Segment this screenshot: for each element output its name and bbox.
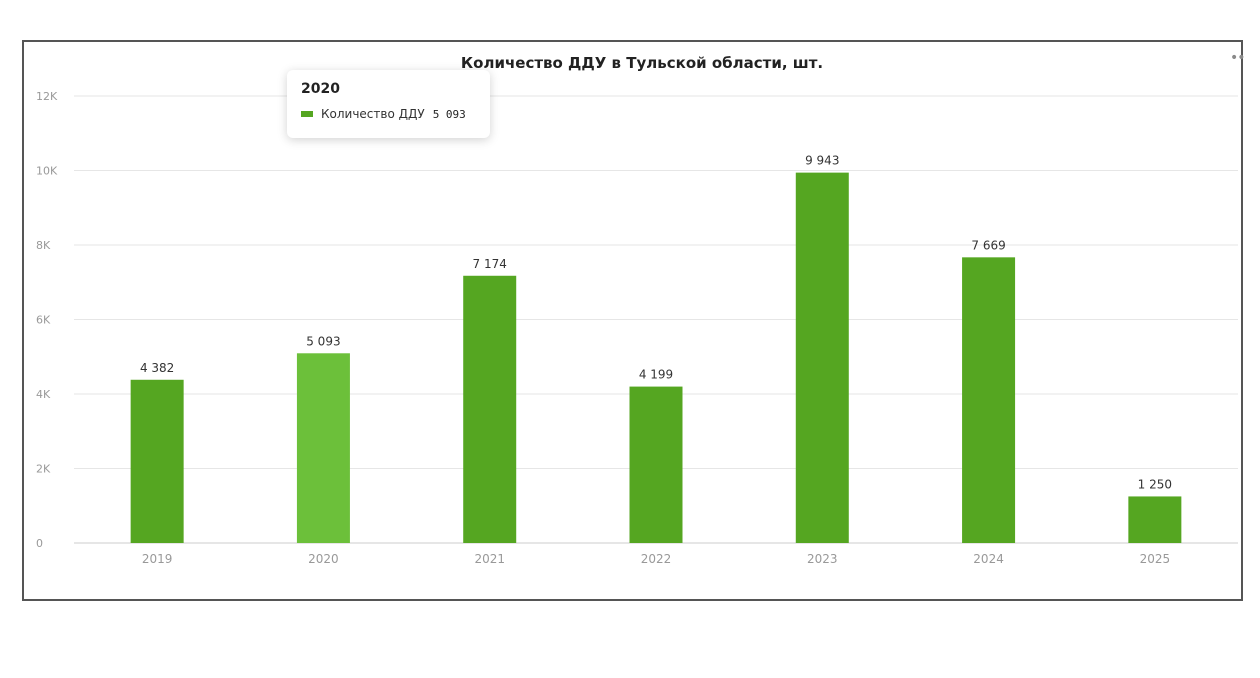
bar (296, 353, 350, 543)
y-tick-label: 6K (36, 314, 51, 327)
y-tick-label: 8K (36, 239, 51, 252)
y-tick-label: 10K (36, 165, 58, 178)
data-label: 5 093 (306, 334, 340, 348)
bar (130, 379, 184, 543)
y-tick-label: 2K (36, 463, 51, 476)
data-label: 9 943 (805, 154, 839, 168)
x-tick-label: 2024 (973, 552, 1004, 566)
x-tick-label: 2025 (1140, 552, 1171, 566)
bars (130, 172, 1182, 544)
bar (1128, 496, 1182, 543)
x-tick-label: 2019 (142, 552, 173, 566)
more-icon[interactable]: •• (1230, 50, 1245, 66)
x-tick-label: 2021 (474, 552, 505, 566)
data-label: 1 250 (1138, 477, 1172, 491)
bar (795, 172, 849, 544)
tooltip: 2020 Количество ДДУ 5 093 (287, 70, 490, 138)
y-axis: 0 2K 4K 6K 8K 10K 12K (36, 90, 58, 550)
tooltip-row: Количество ДДУ 5 093 (301, 107, 476, 121)
y-tick-label: 0 (36, 537, 43, 550)
tooltip-value: 5 093 (432, 107, 466, 121)
data-label: 4 382 (140, 361, 174, 375)
bar (629, 386, 683, 543)
bar (463, 275, 517, 543)
x-tick-label: 2020 (308, 552, 339, 566)
y-tick-label: 4K (36, 388, 51, 401)
legend-swatch-icon (301, 111, 313, 117)
x-axis: 2019 2020 2021 2022 2023 2024 2025 (142, 552, 1170, 566)
data-labels: 4 382 5 093 7 174 4 199 9 943 7 669 1 250 (140, 154, 1172, 492)
x-tick-label: 2023 (807, 552, 838, 566)
data-label: 7 174 (473, 257, 507, 271)
grid-lines (74, 95, 1238, 544)
y-tick-label: 12K (36, 90, 58, 103)
chart-title: Количество ДДУ в Тульской области, шт. (461, 54, 823, 72)
bar (962, 257, 1016, 543)
tooltip-title: 2020 (301, 81, 340, 97)
tooltip-series-name: Количество ДДУ (321, 107, 425, 121)
data-label: 4 199 (639, 368, 673, 382)
data-label: 7 669 (971, 238, 1005, 252)
x-tick-label: 2022 (641, 552, 672, 566)
